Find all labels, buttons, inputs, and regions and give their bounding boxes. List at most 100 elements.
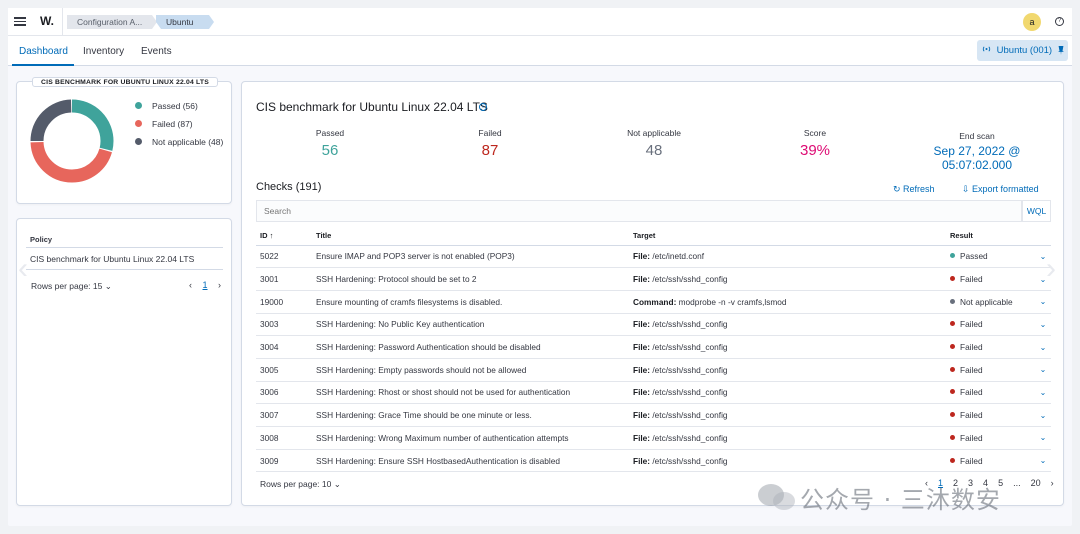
help-icon[interactable]: ? bbox=[1055, 17, 1064, 26]
info-icon[interactable]: i bbox=[479, 103, 487, 111]
donut-slice-passed[interactable] bbox=[30, 99, 114, 183]
legend-item-failed[interactable]: Failed (87) bbox=[135, 118, 223, 136]
menu-icon[interactable] bbox=[14, 15, 26, 27]
target-value: /etc/ssh/sshd_config bbox=[650, 410, 728, 421]
expand-row-chevron-icon[interactable]: ⌄ bbox=[1031, 290, 1051, 314]
page-number[interactable]: 4 bbox=[983, 478, 989, 488]
table-row[interactable]: 3005 SSH Hardening: Empty passwords shoul… bbox=[256, 358, 1051, 382]
stat-value: 48 bbox=[645, 142, 663, 159]
page-number[interactable]: 2 bbox=[953, 478, 959, 488]
column-header-id[interactable]: ID ↑ bbox=[256, 226, 312, 246]
row-result: Failed bbox=[946, 313, 1031, 337]
legend-label: Passed (56) bbox=[152, 101, 198, 111]
page-number[interactable]: 5 bbox=[998, 478, 1004, 488]
column-header-expand bbox=[1031, 226, 1051, 246]
table-row[interactable]: 3009 SSH Hardening: Ensure SSH HostbasedA… bbox=[256, 449, 1051, 473]
row-target: File: /etc/inetd.conf bbox=[629, 245, 946, 269]
table-row[interactable]: 3006 SSH Hardening: Rhost or shost should… bbox=[256, 381, 1051, 405]
row-result: Failed bbox=[946, 449, 1031, 473]
wql-button[interactable]: WQL bbox=[1022, 200, 1051, 222]
expand-row-chevron-icon[interactable]: ⌄ bbox=[1031, 245, 1051, 269]
stat-score: Score 39% bbox=[790, 128, 840, 159]
result-status-dot bbox=[950, 457, 955, 463]
expand-row-chevron-icon[interactable]: ⌄ bbox=[1031, 335, 1051, 359]
page-number[interactable]: ... bbox=[1013, 478, 1021, 488]
page-number[interactable]: 3 bbox=[968, 478, 974, 488]
expand-row-chevron-icon[interactable]: ⌄ bbox=[1031, 381, 1051, 405]
column-header-title[interactable]: Title bbox=[312, 226, 629, 246]
legend-item-passed[interactable]: Passed (56) bbox=[135, 100, 223, 118]
next-page-icon[interactable]: › bbox=[218, 280, 222, 290]
result-status-dot bbox=[950, 344, 955, 350]
result-status-dot bbox=[950, 298, 955, 304]
result-status-dot bbox=[950, 412, 955, 418]
row-target: File: /etc/ssh/sshd_config bbox=[629, 335, 946, 359]
target-value: /etc/ssh/sshd_config bbox=[650, 342, 728, 353]
prev-page-icon[interactable]: ‹ bbox=[189, 280, 192, 290]
row-title: Ensure mounting of cramfs filesystems is… bbox=[312, 290, 629, 314]
user-avatar[interactable]: a bbox=[1023, 13, 1041, 31]
expand-row-chevron-icon[interactable]: ⌄ bbox=[1031, 426, 1051, 450]
table-row[interactable]: 3007 SSH Hardening: Grace Time should be … bbox=[256, 403, 1051, 427]
row-title: SSH Hardening: Protocol should be set to… bbox=[312, 267, 629, 291]
rows-per-page-selector[interactable]: Rows per page: 10 ⌄ bbox=[260, 479, 341, 490]
expand-row-chevron-icon[interactable]: ⌄ bbox=[1031, 449, 1051, 473]
search-input[interactable] bbox=[256, 200, 1022, 222]
refresh-button[interactable]: ↻ Refresh bbox=[893, 184, 935, 195]
pin-icon[interactable] bbox=[1058, 46, 1064, 55]
result-status-dot bbox=[950, 389, 955, 395]
row-target: File: /etc/ssh/sshd_config bbox=[629, 426, 946, 450]
table-pagination: ‹ 1 2 3 4 5... 20 › bbox=[920, 478, 1059, 488]
breadcrumb-configuration[interactable]: Configuration A... bbox=[67, 15, 157, 29]
page-number[interactable]: 1 bbox=[202, 280, 208, 290]
target-key: File: bbox=[633, 251, 651, 262]
target-value: /etc/ssh/sshd_config bbox=[650, 455, 728, 466]
export-icon: ⇩ bbox=[962, 184, 973, 194]
expand-row-chevron-icon[interactable]: ⌄ bbox=[1031, 313, 1051, 337]
stat-label: Score bbox=[803, 128, 827, 138]
agent-selector-button[interactable]: Ubuntu (001) bbox=[977, 40, 1068, 61]
table-row[interactable]: 3008 SSH Hardening: Wrong Maximum number … bbox=[256, 426, 1051, 450]
policy-pagination: ‹ 1 › bbox=[185, 280, 225, 290]
page-number[interactable]: 20 bbox=[1030, 478, 1041, 488]
result-status-dot bbox=[950, 276, 955, 282]
expand-row-chevron-icon[interactable]: ⌄ bbox=[1031, 403, 1051, 427]
benchmark-main-panel: CIS benchmark for Ubuntu Linux 22.04 LTS… bbox=[241, 81, 1064, 506]
export-label: Export formatted bbox=[972, 184, 1039, 194]
table-header-row: ID ↑ Title Target Result bbox=[256, 226, 1051, 246]
header-divider bbox=[62, 8, 63, 36]
column-header-target[interactable]: Target bbox=[629, 226, 946, 246]
legend-dot bbox=[135, 138, 142, 145]
table-row[interactable]: 3001 SSH Hardening: Protocol should be se… bbox=[256, 267, 1051, 291]
target-value: modprobe -n -v cramfs,lsmod bbox=[676, 296, 787, 307]
donut-slice-not-applicable[interactable] bbox=[30, 99, 114, 183]
table-row[interactable]: 19000 Ensure mounting of cramfs filesyste… bbox=[256, 290, 1051, 314]
row-result: Failed bbox=[946, 267, 1031, 291]
rows-per-page-selector[interactable]: Rows per page: 15 ⌄ bbox=[31, 281, 112, 292]
expand-row-chevron-icon[interactable]: ⌄ bbox=[1031, 267, 1051, 291]
column-header-result[interactable]: Result bbox=[946, 226, 1031, 246]
wazuh-logo[interactable]: W. bbox=[40, 14, 54, 28]
expand-row-chevron-icon[interactable]: ⌄ bbox=[1031, 358, 1051, 382]
table-row[interactable]: 5022 Ensure IMAP and POP3 server is not e… bbox=[256, 245, 1051, 269]
prev-page-icon[interactable]: ‹ bbox=[925, 478, 928, 488]
table-body: 5022 Ensure IMAP and POP3 server is not e… bbox=[256, 245, 1051, 473]
tab-dashboard[interactable]: Dashboard bbox=[19, 46, 68, 57]
carousel-next-icon[interactable]: › bbox=[1046, 252, 1056, 285]
target-value: /etc/ssh/sshd_config bbox=[650, 432, 728, 443]
legend-item-not-applicable[interactable]: Not applicable (48) bbox=[135, 136, 223, 154]
page-number[interactable]: 1 bbox=[938, 478, 944, 488]
carousel-prev-icon[interactable]: ‹ bbox=[18, 252, 28, 285]
export-formatted-button[interactable]: ⇩ Export formatted bbox=[962, 184, 1039, 195]
tab-events[interactable]: Events bbox=[141, 46, 172, 57]
row-id: 3005 bbox=[256, 358, 312, 382]
policy-row[interactable]: CIS benchmark for Ubuntu Linux 22.04 LTS bbox=[30, 254, 195, 264]
breadcrumb-ubuntu[interactable]: Ubuntu bbox=[156, 15, 214, 29]
tab-inventory[interactable]: Inventory bbox=[83, 46, 125, 57]
policy-column-header[interactable]: Policy bbox=[30, 235, 53, 244]
table-row[interactable]: 3004 SSH Hardening: Password Authenticati… bbox=[256, 335, 1051, 359]
next-page-icon[interactable]: › bbox=[1050, 478, 1054, 488]
table-row[interactable]: 3003 SSH Hardening: No Public Key authent… bbox=[256, 313, 1051, 337]
donut-slice-failed[interactable] bbox=[30, 99, 114, 183]
stat-value: 56 bbox=[321, 142, 339, 159]
